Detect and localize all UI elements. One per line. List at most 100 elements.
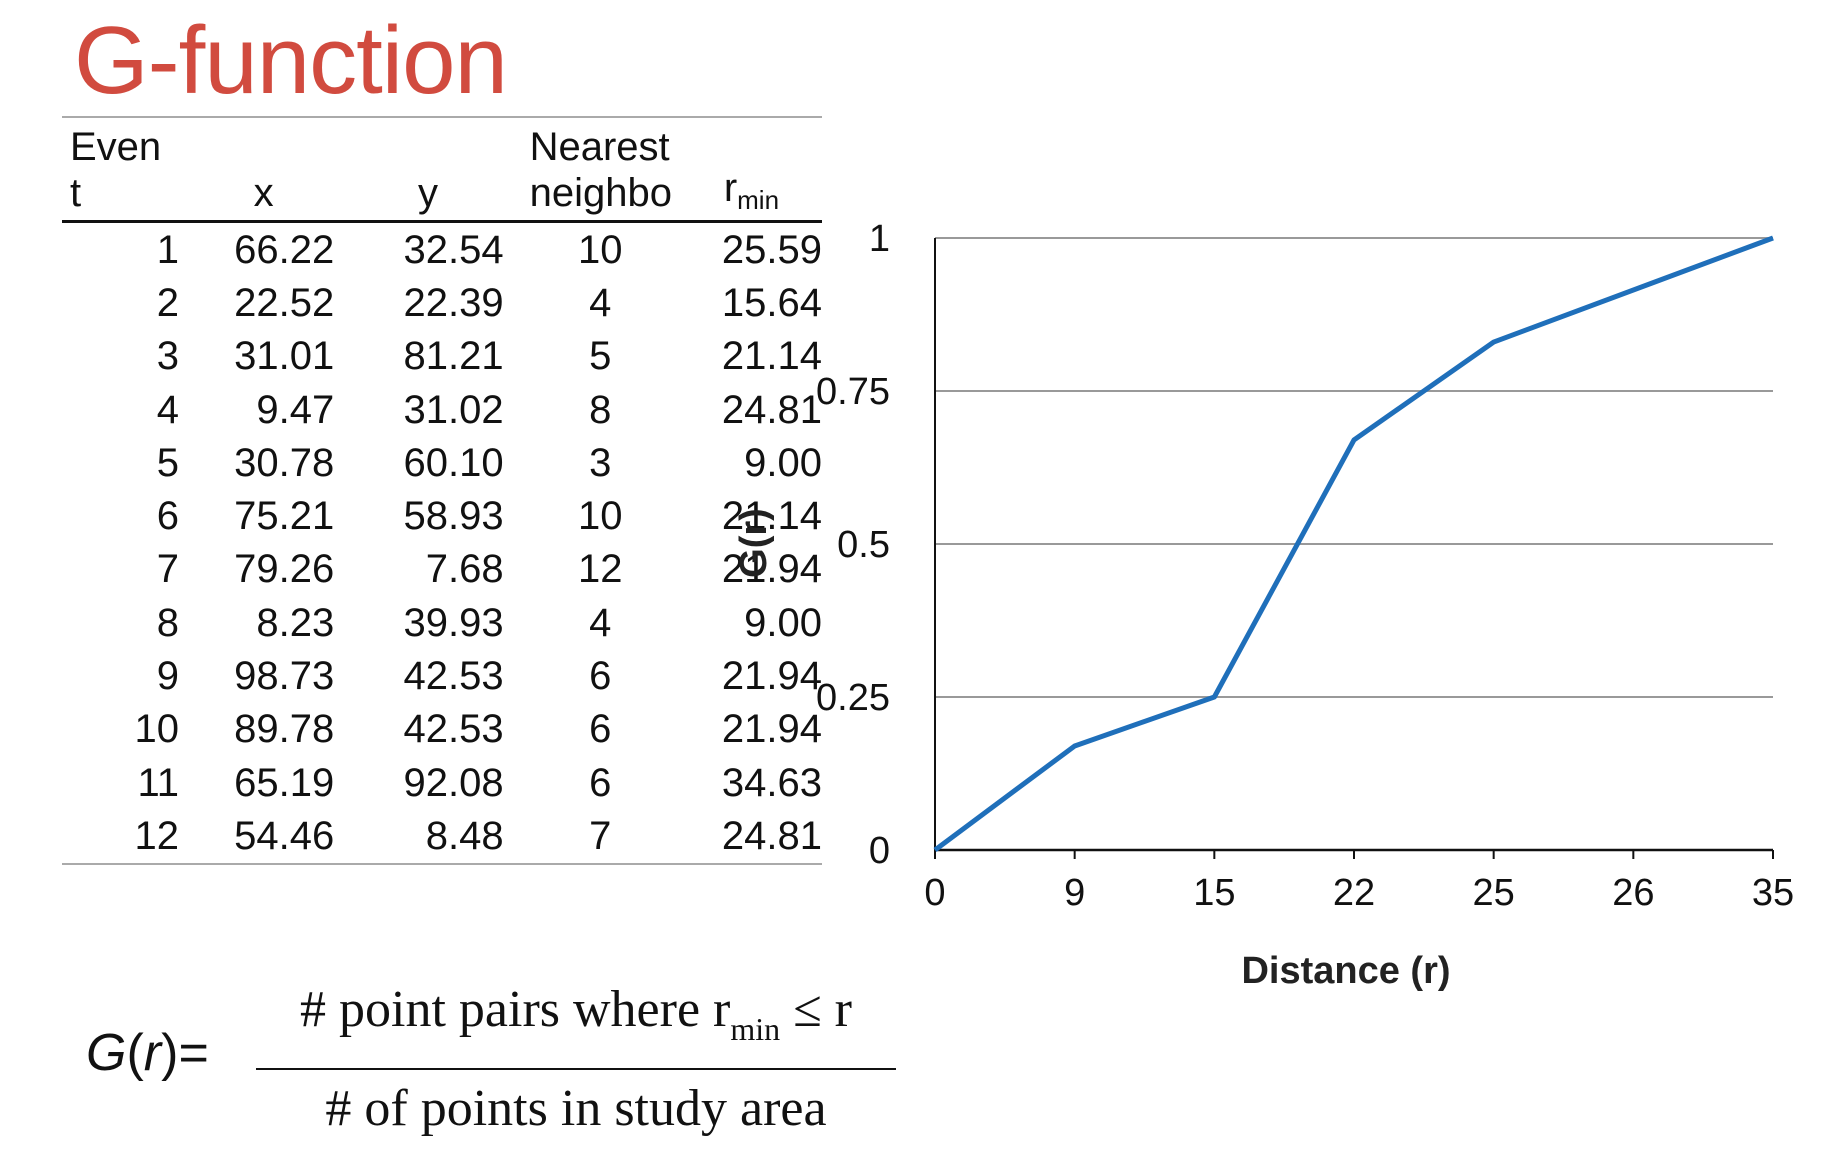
formula-numerator: # point pairs where rmin ≤ r	[256, 975, 896, 1064]
cell-y: 8.48	[352, 809, 520, 865]
cell-event: 12	[62, 809, 194, 865]
x-tick-label: 0	[924, 872, 945, 914]
table-row: 11 65.19 92.08 6 34.63	[62, 756, 823, 809]
x-tick-label: 35	[1752, 872, 1794, 914]
cell-y: 81.21	[403, 334, 504, 379]
formula-denominator: # of points in study area	[325, 1080, 827, 1137]
g-function-formula: G(r)= # point pairs where rmin ≤ r # of …	[86, 975, 906, 1137]
cell-y: 42.53	[403, 654, 504, 699]
cell-x: 75.21	[234, 494, 335, 539]
cell-rmin: 21.14	[721, 334, 822, 379]
cell-x: 31.01	[234, 334, 335, 379]
header-event-line-1: Even	[70, 125, 162, 169]
cell-nn: 8	[589, 387, 612, 432]
cell-x: 98.73	[234, 654, 335, 699]
cell-x: 30.78	[234, 440, 335, 485]
cell-x: 65.19	[234, 760, 335, 805]
cell-nn: 6	[589, 760, 612, 805]
header-rmin-base: r	[723, 166, 738, 211]
formula-numerator-sub: min	[730, 1011, 781, 1047]
cell-rmin: 15.64	[721, 280, 822, 325]
x-tick-label: 22	[1333, 872, 1375, 914]
cell-event: 4	[156, 387, 180, 432]
cell-x: 79.26	[234, 547, 335, 592]
cell-rmin: 24.81	[721, 387, 822, 432]
header-event: Even t	[62, 120, 194, 223]
formula-lhs-open: (	[126, 1024, 144, 1082]
x-tick-labels: 0 9 15 22 25 26 35	[924, 872, 1794, 914]
cell-event: 6	[156, 494, 180, 539]
cell-y: 39.93	[403, 600, 504, 645]
cell-rmin: 21.14	[721, 494, 822, 539]
cell-rmin: 9.00	[744, 600, 822, 645]
header-x: x	[193, 120, 353, 223]
table-body: 1 66.22 32.54 10 25.59 2 22.52 22.39 4 15.64 3 31.0…	[62, 222, 823, 865]
cell-y: 31.02	[403, 387, 504, 432]
x-tick-label: 26	[1612, 872, 1654, 914]
cell-x: 89.78	[234, 707, 335, 752]
y-tick-label: 0.5	[837, 524, 890, 566]
cell-nn: 5	[589, 334, 612, 379]
cell-nn: 10	[577, 494, 623, 539]
cell-rmin: 21.94	[721, 707, 822, 752]
y-axis-title: G(r)	[733, 508, 775, 578]
table-row: 10 89.78 42.53 6 21.94	[62, 703, 822, 756]
cell-rmin: 24.81	[680, 809, 822, 865]
y-tick-label: 1	[869, 218, 890, 260]
cell-y: 58.93	[403, 494, 504, 539]
page-title: G-function	[74, 7, 508, 114]
cell-event: 2	[156, 280, 180, 325]
cell-event: 11	[137, 760, 180, 805]
cell-x: 9.47	[256, 387, 335, 432]
table-row: 7 79.26 7.68 12 21.94	[62, 543, 822, 596]
y-tick-label: 0.25	[816, 677, 890, 719]
x-tick-label: 25	[1473, 872, 1515, 914]
formula-numerator-pre: # point pairs where r	[300, 981, 731, 1038]
cell-x: 8.23	[256, 600, 335, 645]
cell-nn: 4	[589, 600, 612, 645]
header-y: y	[352, 120, 520, 223]
cell-event: 5	[156, 440, 180, 485]
formula-fraction: # point pairs where rmin ≤ r # of points…	[256, 975, 896, 1142]
x-tick-label: 15	[1193, 872, 1235, 914]
header-nearest-line-2: neighbo	[529, 171, 672, 215]
table-row: 4 9.47 31.02 8 24.81	[62, 383, 822, 436]
formula-lhs-g: G	[86, 1024, 127, 1082]
table-row: 3 31.01 81.21 5 21.14	[62, 330, 822, 383]
table-row: 6 75.21 58.93 10 21.14	[62, 489, 822, 542]
table-header-row: Even t x y Nearest neighbo rmin	[62, 120, 822, 223]
cell-y: 7.68	[425, 547, 504, 592]
series-layer	[933, 235, 1774, 853]
cell-event: 10	[134, 707, 180, 752]
cell-rmin: 9.00	[744, 440, 822, 485]
cell-event: 8	[156, 600, 180, 645]
cell-nn: 7	[519, 809, 681, 865]
cell-event: 3	[156, 334, 180, 379]
cell-x: 22.52	[234, 280, 335, 325]
cell-y: 22.39	[403, 280, 504, 325]
header-nearest-line-1: Nearest	[529, 125, 670, 169]
formula-fraction-bar	[256, 1068, 896, 1070]
cell-rmin: 25.59	[721, 227, 822, 272]
formula-numerator-post: ≤ r	[780, 981, 852, 1038]
cell-nn: 3	[589, 440, 612, 485]
events-table: Even t x y Nearest neighbo rmin 1 66.22 32…	[62, 120, 822, 865]
header-rmin: rmin	[680, 120, 822, 223]
cell-nn: 6	[589, 654, 612, 699]
title-divider	[62, 116, 822, 118]
header-event-line-2: t	[70, 171, 82, 215]
cell-event: 9	[156, 654, 180, 699]
cell-nn: 10	[577, 227, 623, 272]
y-tick-labels: 0 0.25 0.5 0.75 1	[816, 218, 890, 872]
formula-lhs-close: )	[161, 1024, 179, 1082]
formula-equals: =	[178, 1024, 209, 1082]
formula-lhs: G(r)=	[86, 1023, 209, 1083]
table-row: 2 22.52 22.39 4 15.64	[62, 276, 822, 329]
x-axis-title: Distance (r)	[1241, 950, 1450, 992]
formula-lhs-r: r	[143, 1024, 162, 1082]
cell-x: 54.46	[193, 809, 353, 865]
series-line	[933, 235, 1774, 853]
cell-nn: 12	[577, 547, 623, 592]
x-tick-label: 9	[1064, 872, 1085, 914]
